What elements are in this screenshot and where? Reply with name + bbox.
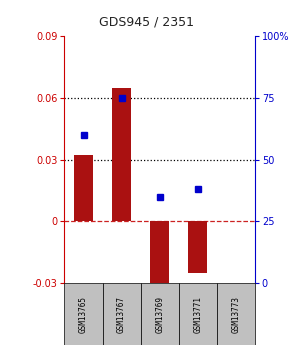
Bar xyxy=(112,88,131,221)
Text: GSM13773: GSM13773 xyxy=(231,296,240,333)
Bar xyxy=(188,221,207,273)
Bar xyxy=(179,283,217,345)
Text: GDS945 / 2351: GDS945 / 2351 xyxy=(99,16,194,29)
Text: GSM13771: GSM13771 xyxy=(193,296,202,333)
Bar xyxy=(103,283,141,345)
Text: GSM13765: GSM13765 xyxy=(79,296,88,333)
Text: GSM13767: GSM13767 xyxy=(117,296,126,333)
Text: GSM13769: GSM13769 xyxy=(155,296,164,333)
Bar xyxy=(64,283,103,345)
Bar xyxy=(150,221,169,304)
Bar xyxy=(74,156,93,221)
Bar xyxy=(217,283,255,345)
Bar xyxy=(141,283,179,345)
